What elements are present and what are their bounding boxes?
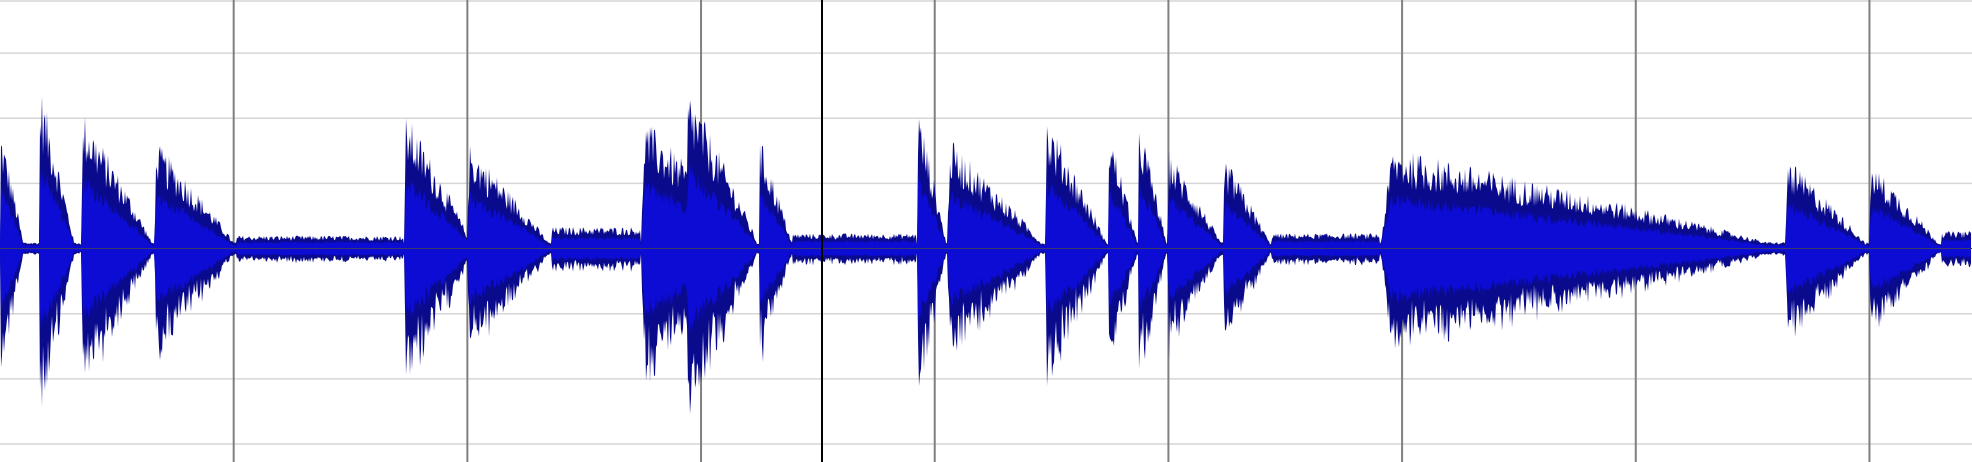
waveform-view[interactable] [0, 0, 1972, 462]
waveform-canvas[interactable] [0, 0, 1972, 462]
